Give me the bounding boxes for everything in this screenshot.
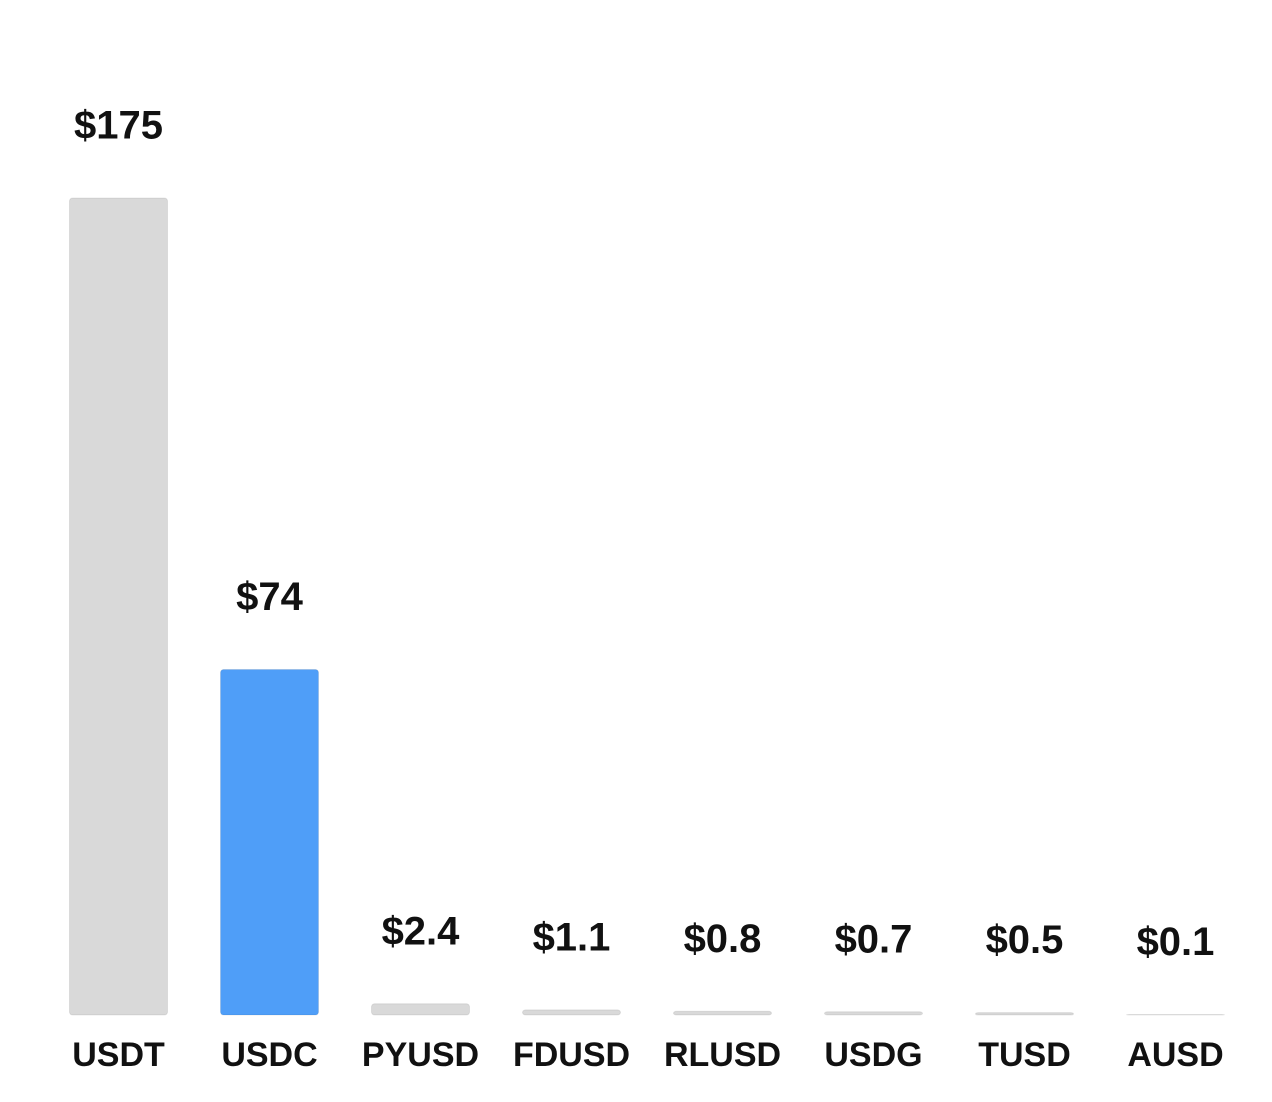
value-label: $2.4 bbox=[382, 909, 461, 953]
value-label: $0.5 bbox=[986, 918, 1064, 962]
bar bbox=[975, 1012, 1074, 1016]
x-tick-label: AUSD bbox=[1127, 1036, 1223, 1074]
value-label: $0.7 bbox=[835, 917, 913, 961]
x-tick-label: TUSD bbox=[978, 1036, 1071, 1074]
bar bbox=[824, 1011, 923, 1016]
x-tick-label: USDT bbox=[72, 1036, 165, 1074]
bar bbox=[371, 1003, 470, 1016]
bar bbox=[69, 197, 168, 1016]
value-label: $0.1 bbox=[1137, 920, 1215, 964]
x-tick-label: USDC bbox=[221, 1036, 317, 1074]
x-tick-label: RLUSD bbox=[664, 1036, 781, 1074]
x-tick-label: FDUSD bbox=[513, 1036, 630, 1074]
x-tick-label: PYUSD bbox=[362, 1036, 479, 1074]
value-label: $74 bbox=[236, 575, 303, 619]
bar bbox=[673, 1010, 772, 1016]
value-label: $175 bbox=[74, 104, 163, 148]
value-label: $0.8 bbox=[684, 917, 762, 961]
bar bbox=[220, 669, 319, 1016]
value-label: $1.1 bbox=[533, 915, 611, 959]
bar bbox=[522, 1009, 621, 1016]
x-tick-label: USDG bbox=[824, 1036, 922, 1074]
